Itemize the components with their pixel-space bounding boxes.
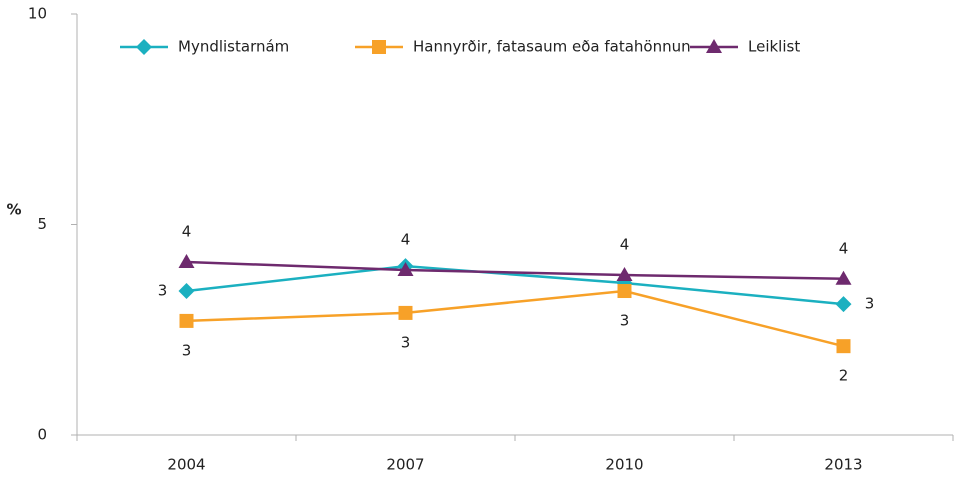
marker (397, 261, 414, 276)
legend-label: Myndlistarnám (178, 38, 289, 56)
data-label: 3 (158, 282, 168, 300)
marker (835, 296, 852, 313)
data-label: 3 (865, 295, 875, 313)
marker (706, 39, 722, 53)
legend-label: Hannyrðir, fatasaum eða fatahönnun (413, 38, 691, 56)
marker (178, 253, 195, 268)
series-line (186, 264, 844, 306)
data-label: 4 (401, 230, 411, 248)
series-line (186, 260, 844, 281)
data-label: 2 (839, 367, 849, 385)
y-axis-label: % (6, 201, 21, 219)
marker (835, 270, 852, 285)
marker (179, 313, 194, 328)
data-label: 3 (401, 333, 411, 351)
data-label: 4 (182, 222, 192, 240)
marker (836, 339, 851, 354)
x-tick-label: 2004 (167, 456, 205, 474)
series-line (186, 289, 844, 348)
marker (178, 283, 195, 300)
marker (398, 305, 413, 320)
y-tick-label: 10 (28, 5, 47, 23)
marker (372, 40, 386, 54)
data-label: 4 (620, 236, 630, 254)
y-tick-label: 5 (37, 215, 47, 233)
data-label: 4 (839, 239, 849, 257)
data-label: 3 (182, 341, 192, 359)
marker (616, 267, 633, 282)
legend-label: Leiklist (748, 38, 800, 56)
x-tick-label: 2013 (824, 456, 862, 474)
x-tick-label: 2010 (605, 456, 643, 474)
marker (136, 39, 152, 55)
x-tick-label: 2007 (386, 456, 424, 474)
data-label: 3 (620, 312, 630, 330)
y-tick-label: 0 (37, 426, 47, 444)
marker (617, 284, 632, 299)
